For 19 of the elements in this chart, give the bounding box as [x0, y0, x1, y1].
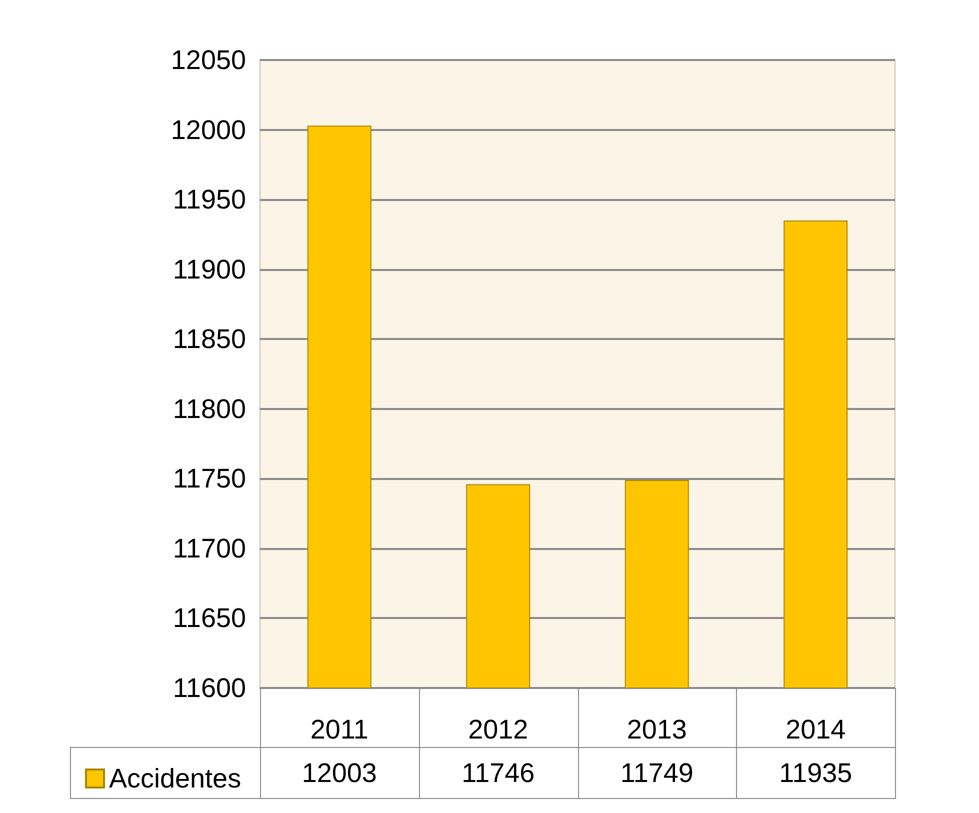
x-tick-label: 2013: [626, 714, 687, 744]
y-tick-label: 11900: [172, 254, 246, 284]
y-tick-label: 11950: [172, 184, 246, 215]
data-label: 11746: [418, 748, 578, 798]
data-label: 12003: [260, 748, 419, 798]
data-label: 11935: [736, 748, 895, 798]
y-tick-label: 12050: [170, 45, 246, 75]
y-tick-label: 11750: [172, 464, 246, 494]
x-tick-label: 2011: [310, 714, 368, 744]
x-tick-label: 2014: [786, 714, 846, 744]
x-tick-label: 2012: [468, 714, 528, 744]
y-tick-label: 12000: [170, 114, 246, 145]
legend-label: Accidentes: [109, 764, 242, 794]
data-label: 11749: [578, 748, 736, 798]
y-tick-label: 11650: [172, 603, 246, 634]
y-tick-label: 11700: [172, 533, 246, 564]
y-tick-label: 11600: [172, 673, 246, 703]
y-tick-label: 11800: [172, 394, 246, 424]
y-tick-label: 11850: [172, 324, 246, 354]
